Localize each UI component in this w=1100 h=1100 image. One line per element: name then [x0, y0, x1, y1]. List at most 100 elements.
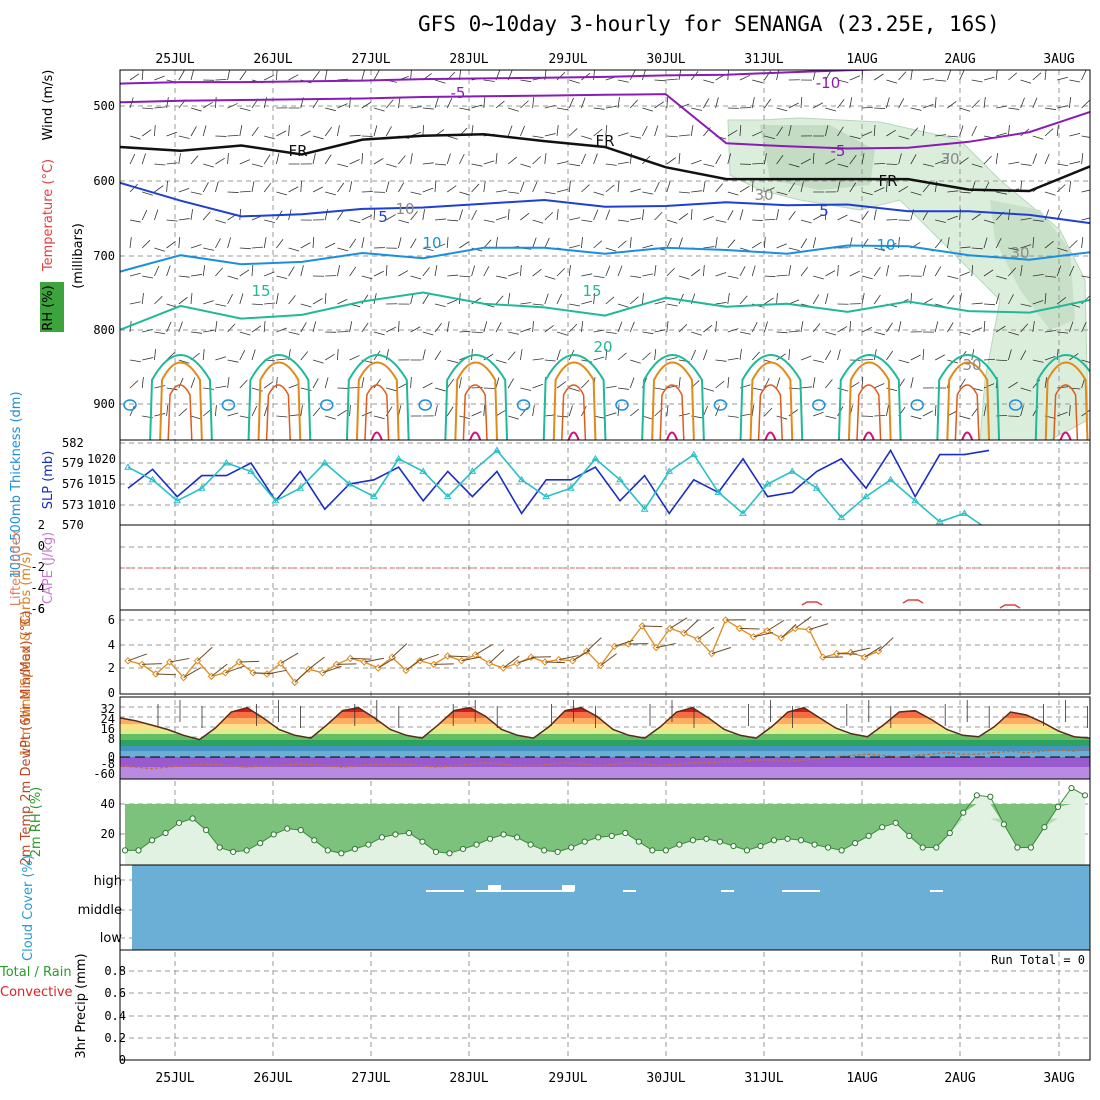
wind-barb [669, 617, 688, 629]
wind-barb [935, 134, 947, 137]
wind-barb [629, 377, 635, 389]
wind-barb [971, 79, 983, 83]
thickness-tick-label: 576 [62, 477, 84, 491]
wind-barb [800, 267, 809, 277]
wind-barb [593, 329, 605, 333]
isotherm-loop [516, 399, 531, 411]
wind-barb [288, 414, 300, 417]
wind-barb [142, 191, 153, 196]
wind-barb [312, 298, 323, 305]
thickness-point [271, 496, 280, 504]
wind-barb [166, 265, 171, 277]
wind-barb [910, 107, 922, 111]
isotherm-25 [444, 354, 509, 440]
wind-barb [1094, 70, 1098, 80]
wind-barb [1032, 97, 1038, 109]
wind-barb [617, 132, 629, 137]
pressure-tick-label: 800 [93, 323, 115, 337]
wind-barb [447, 299, 458, 305]
wind-barb [947, 237, 950, 249]
thickness-point [788, 467, 797, 474]
wind-barb [239, 190, 251, 193]
wind-barb [1020, 405, 1024, 417]
wind-barb [812, 294, 820, 305]
rh-point [121, 847, 129, 854]
wind-barb [276, 130, 287, 137]
wind-barb [459, 153, 465, 165]
wind-barb [727, 129, 738, 137]
wind-barb [483, 79, 495, 82]
wind-barb [683, 619, 699, 634]
panel-frame [119, 69, 1091, 441]
wind-barb [1044, 377, 1048, 389]
rh-point [405, 829, 413, 837]
wind-barb [203, 247, 215, 251]
wind-barb [544, 359, 556, 362]
rh-shading-dense [990, 200, 1075, 330]
wind-barb [532, 156, 541, 165]
rh-point [175, 819, 183, 826]
wind-barb [447, 274, 459, 277]
wind-barb [715, 359, 727, 362]
wind-barb [605, 331, 617, 334]
wind-barb [276, 191, 288, 196]
wind-barb [666, 135, 678, 138]
wind-barb [715, 237, 718, 249]
wind-barb [190, 331, 202, 334]
wind-barb [630, 275, 642, 278]
wind-barb [995, 293, 1000, 305]
wind-barb [1057, 331, 1069, 334]
wind-barb [312, 70, 320, 81]
wind-barb [1056, 297, 1067, 305]
wind-barb [971, 265, 974, 277]
wind-barb [971, 302, 983, 305]
wind-barb [995, 238, 1002, 249]
wind-barb [678, 293, 684, 305]
wind-barb [837, 264, 839, 277]
wind-barb [739, 74, 751, 81]
wind-barb [227, 377, 230, 389]
thickness-point [935, 517, 944, 525]
wind-barb [520, 79, 532, 83]
wind-barb [947, 215, 958, 221]
wind-barb [861, 377, 864, 389]
wind-barb [581, 219, 593, 223]
wind-barb [593, 209, 599, 221]
wind-barb [666, 78, 678, 81]
wind-barb [459, 275, 471, 278]
wind-barb [581, 273, 593, 277]
wind-barb [666, 219, 678, 224]
upper-ylabel-rh: RH (%) [41, 285, 56, 330]
rh-point [284, 825, 291, 832]
wind-barb [751, 181, 754, 193]
wind-barb [405, 657, 423, 671]
wind-barb [349, 159, 360, 165]
wind-barb [1094, 156, 1100, 164]
wind-barb [251, 265, 254, 277]
temp-tick-label: -60 [93, 767, 115, 781]
wind-barb [178, 377, 184, 389]
temp-band [120, 734, 1090, 740]
wind-barb [971, 163, 983, 168]
wind-barb [398, 320, 400, 333]
wind-barb [922, 78, 934, 81]
wind-barb [508, 191, 520, 194]
wind-barb [861, 210, 869, 221]
wind-barb [898, 71, 907, 81]
wind-barb [1069, 97, 1072, 109]
wind-barb [569, 217, 581, 221]
wind-barb [996, 132, 1007, 137]
wind-barb [288, 295, 296, 305]
rh-point [865, 832, 872, 840]
rh-point [703, 835, 710, 842]
wind-barb [300, 130, 311, 137]
wind-barb [739, 331, 751, 335]
wind-barb [556, 381, 567, 389]
wind-barb [690, 349, 696, 361]
wind-barb [434, 265, 438, 277]
wind-barb [788, 330, 800, 333]
temp-band [120, 740, 1090, 746]
wind-barb [1081, 135, 1090, 138]
wind-barb [751, 405, 755, 417]
date-label-bottom: 29JUL [548, 1071, 587, 1086]
